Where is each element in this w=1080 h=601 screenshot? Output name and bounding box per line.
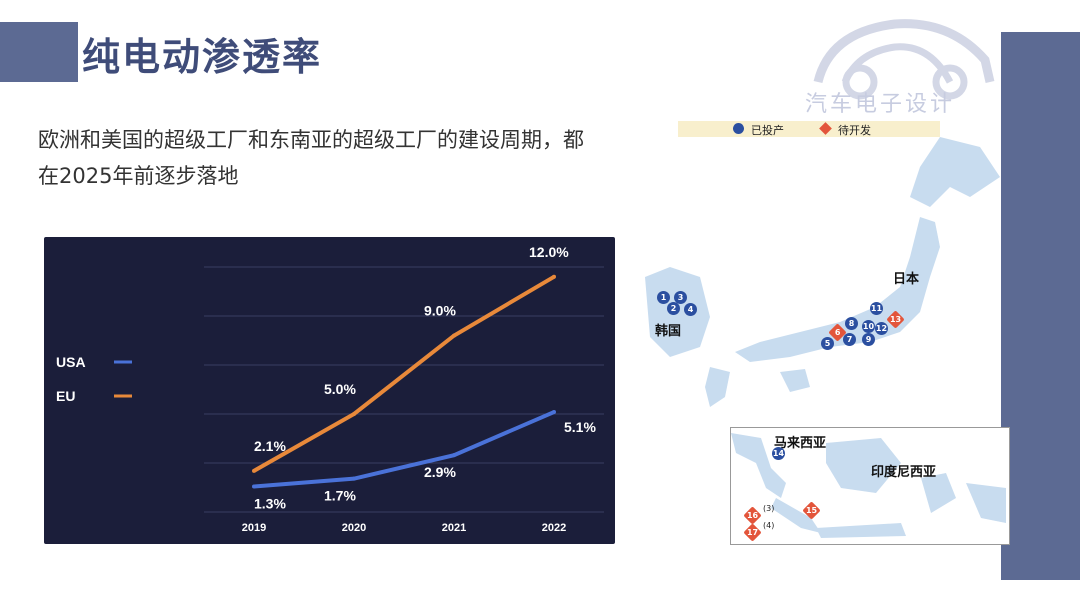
logo-text: 汽车电子设计 xyxy=(805,92,956,117)
map-inset-southeast-asia: 马来西亚 印度尼西亚 14 15 16 17 (3) (4) xyxy=(730,427,1010,545)
marker-8: 8 xyxy=(845,317,858,330)
penetration-chart: 1.3% 1.7% 2.9% 5.1% USA 2.1% 5.0% 9.0% 12.0% EU 20… xyxy=(44,237,615,544)
right-accent-bar xyxy=(1001,32,1080,580)
legend-developing: 待开发 xyxy=(838,124,871,137)
operating-dot-icon xyxy=(733,123,744,134)
data-point-usa xyxy=(352,476,356,481)
label-korea: 韩国 xyxy=(655,324,682,339)
data-label: 12.0% xyxy=(529,244,569,260)
car-logo-icon xyxy=(813,19,995,100)
legend-label: EU xyxy=(56,388,75,404)
label-indonesia: 印度尼西亚 xyxy=(871,465,937,480)
marker-3: 3 xyxy=(674,291,687,304)
data-point-eu xyxy=(452,333,456,338)
data-label: 5.0% xyxy=(324,381,356,397)
marker-11: 11 xyxy=(870,302,883,315)
data-label: 2.1% xyxy=(254,438,286,454)
data-point-eu xyxy=(352,412,356,416)
marker-7: 7 xyxy=(843,333,856,346)
data-label: 1.3% xyxy=(254,496,286,512)
label-malaysia: 马来西亚 xyxy=(774,436,827,451)
marker-12: 12 xyxy=(875,322,888,335)
data-point-usa xyxy=(452,453,456,458)
data-point-eu xyxy=(552,274,556,279)
label-japan: 日本 xyxy=(893,272,920,287)
data-label: 2.9% xyxy=(424,464,456,480)
map-southeast-asia xyxy=(731,433,1006,538)
chart-svg: 1.3% 1.7% 2.9% 5.1% USA 2.1% 5.0% 9.0% 12.0% EU 20… xyxy=(56,244,604,534)
data-label: 9.0% xyxy=(424,303,456,319)
marker-1: 1 xyxy=(657,291,670,304)
legend-label: USA xyxy=(56,354,86,370)
legend-operating: 已投产 xyxy=(751,124,784,137)
marker-4: 4 xyxy=(684,303,697,316)
note-4: (4) xyxy=(763,521,775,530)
data-label: 1.7% xyxy=(324,488,356,504)
page-title: 纯电动渗透率 xyxy=(82,35,323,79)
marker-9: 9 xyxy=(862,333,875,346)
map-japan-korea xyxy=(645,137,1000,407)
title-accent-bar xyxy=(0,22,78,82)
series-line-eu xyxy=(253,275,556,473)
series-line-usa xyxy=(253,410,555,489)
x-tick-label: 2022 xyxy=(542,522,566,534)
data-point-eu xyxy=(252,468,256,473)
x-tick-label: 2020 xyxy=(342,522,366,534)
marker-2: 2 xyxy=(667,302,680,315)
note-3: (3) xyxy=(763,504,775,513)
data-point-usa xyxy=(252,484,256,489)
x-tick-label: 2021 xyxy=(442,522,466,534)
marker-10: 10 xyxy=(862,320,875,333)
marker-5: 5 xyxy=(821,337,834,350)
marker-14: 14 xyxy=(772,447,785,460)
subtitle-text: 欧洲和美国的超级工厂和东南亚的超级工厂的建设周期，都在2025年前逐步落地 xyxy=(38,128,584,188)
data-point-usa xyxy=(552,410,556,415)
map-legend: 已投产 待开发 xyxy=(678,121,940,137)
x-tick-label: 2019 xyxy=(242,522,266,534)
data-label: 5.1% xyxy=(564,419,596,435)
developing-diamond-icon xyxy=(819,122,832,135)
